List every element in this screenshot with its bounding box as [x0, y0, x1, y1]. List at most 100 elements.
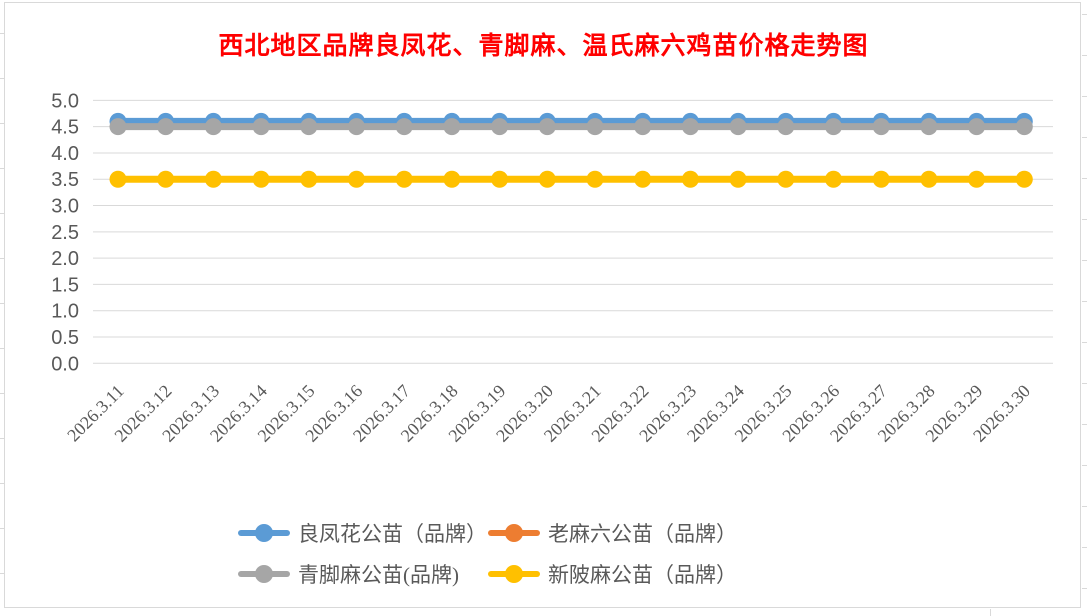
worksheet-gridline-tick	[0, 393, 4, 394]
worksheet-gridline-tick	[1082, 14, 1087, 15]
legend-line-marker-icon	[488, 523, 540, 542]
legend-entry: 良凤花公苗（品牌）	[238, 518, 488, 548]
legend-line-marker-icon	[238, 523, 290, 542]
data-point-marker	[920, 170, 938, 188]
worksheet-gridline-tick	[0, 528, 4, 529]
data-point-marker	[252, 118, 270, 136]
y-axis-tick-label: 2.5	[51, 222, 79, 244]
worksheet-gridline-tick	[0, 168, 4, 169]
data-point-marker	[634, 170, 652, 188]
legend-line-marker-icon	[238, 564, 290, 583]
worksheet-gridline-tick	[0, 213, 4, 214]
data-point-marker	[825, 170, 842, 188]
y-axis-tick-label: 3.0	[51, 196, 79, 218]
worksheet-gridline-tick	[1082, 219, 1087, 220]
y-axis-tick-label: 1.5	[51, 274, 79, 296]
worksheet-gridline-tick	[1082, 547, 1087, 548]
legend-marker-dot	[505, 523, 523, 542]
data-point-marker	[300, 170, 318, 188]
legend-label: 良凤花公苗（品牌）	[298, 521, 487, 546]
chart-border-frame	[4, 2, 1081, 608]
data-point-marker	[491, 118, 509, 136]
y-axis-tick-label: 5.0	[51, 90, 79, 112]
legend-marker-dot	[255, 564, 273, 583]
worksheet-gridline-tick	[1082, 424, 1087, 425]
worksheet-gridline-tick	[0, 123, 4, 124]
worksheet-gridline-tick	[0, 303, 4, 304]
worksheet-gridline-tick	[0, 348, 4, 349]
legend-row: 青脚麻公苗(品牌) 新陂麻公苗（品牌）	[238, 553, 858, 594]
legend-row: 良凤花公苗（品牌） 老麻六公苗（品牌）	[238, 512, 858, 553]
data-point-marker	[872, 118, 890, 136]
worksheet-gridline-tick	[1082, 96, 1087, 97]
worksheet-gridline-tick	[1082, 465, 1087, 466]
worksheet-gridline-tick	[0, 438, 4, 439]
legend-entry: 新陂麻公苗（品牌）	[488, 559, 858, 589]
data-point-marker	[586, 118, 604, 136]
data-point-marker	[348, 170, 365, 188]
data-point-marker	[157, 170, 175, 188]
legend-marker-dot	[505, 564, 523, 583]
data-point-marker	[634, 118, 652, 136]
data-point-marker	[777, 170, 795, 188]
worksheet-gridline-tick	[1082, 383, 1087, 384]
data-point-marker	[348, 118, 365, 136]
worksheet-gridline-tick	[1082, 506, 1087, 507]
data-point-marker	[872, 170, 890, 188]
data-point-marker	[443, 118, 461, 136]
legend-entry: 青脚麻公苗(品牌)	[238, 559, 488, 589]
data-point-marker	[395, 118, 413, 136]
data-point-marker	[1015, 170, 1033, 188]
data-point-marker	[968, 118, 986, 136]
data-point-marker	[729, 118, 747, 136]
worksheet-gridline-tick	[1082, 588, 1087, 589]
chart-title: 西北地区品牌良凤花、青脚麻、温氏麻六鸡苗价格走势图	[218, 33, 869, 60]
data-point-marker	[729, 170, 747, 188]
worksheet-gridline-tick	[1082, 342, 1087, 343]
y-axis-tick-label: 4.0	[51, 143, 79, 165]
data-point-marker	[443, 170, 461, 188]
data-point-marker	[681, 170, 699, 188]
legend-label: 新陂麻公苗（品牌）	[548, 562, 737, 587]
data-point-marker	[777, 118, 795, 136]
data-point-marker	[204, 170, 222, 188]
data-point-marker	[109, 170, 127, 188]
data-point-marker	[538, 118, 556, 136]
data-point-marker	[395, 170, 413, 188]
worksheet-gridline-tick	[0, 573, 4, 574]
data-point-marker	[300, 118, 318, 136]
worksheet-gridline-tick	[0, 33, 4, 34]
y-axis-tick-label: 0.0	[51, 353, 79, 375]
y-axis-tick-label: 0.5	[51, 327, 79, 349]
worksheet-gridline-tick	[1082, 137, 1087, 138]
worksheet-gridline-tick	[0, 78, 4, 79]
worksheet-gridline-tick	[1082, 301, 1087, 302]
chart-legend: 良凤花公苗（品牌） 老麻六公苗（品牌） 青脚麻公苗(品牌) 新陂麻公苗（品牌）	[238, 512, 858, 594]
worksheet-gridline-tick	[0, 258, 4, 259]
legend-entry: 老麻六公苗（品牌）	[488, 518, 858, 548]
legend-label: 青脚麻公苗(品牌)	[298, 562, 459, 587]
worksheet-gridline-tick	[1082, 55, 1087, 56]
data-point-marker	[825, 118, 842, 136]
legend-label: 老麻六公苗（品牌）	[548, 521, 737, 546]
y-axis-tick-label: 2.0	[51, 248, 79, 270]
y-axis-tick-label: 3.5	[51, 169, 79, 191]
data-point-marker	[968, 170, 986, 188]
worksheet-gridline-tick	[0, 483, 4, 484]
data-point-marker	[109, 118, 127, 136]
worksheet-gridline-tick	[990, 609, 991, 616]
data-point-marker	[1015, 118, 1033, 136]
legend-marker-dot	[255, 523, 273, 542]
data-point-marker	[920, 118, 938, 136]
data-point-marker	[586, 170, 604, 188]
data-point-marker	[491, 170, 509, 188]
worksheet-gridline-tick	[1082, 260, 1087, 261]
worksheet-gridline-tick	[1082, 178, 1087, 179]
data-point-marker	[538, 170, 556, 188]
data-point-marker	[252, 170, 270, 188]
legend-line-marker-icon	[488, 564, 540, 583]
data-point-marker	[157, 118, 175, 136]
data-point-marker	[204, 118, 222, 136]
